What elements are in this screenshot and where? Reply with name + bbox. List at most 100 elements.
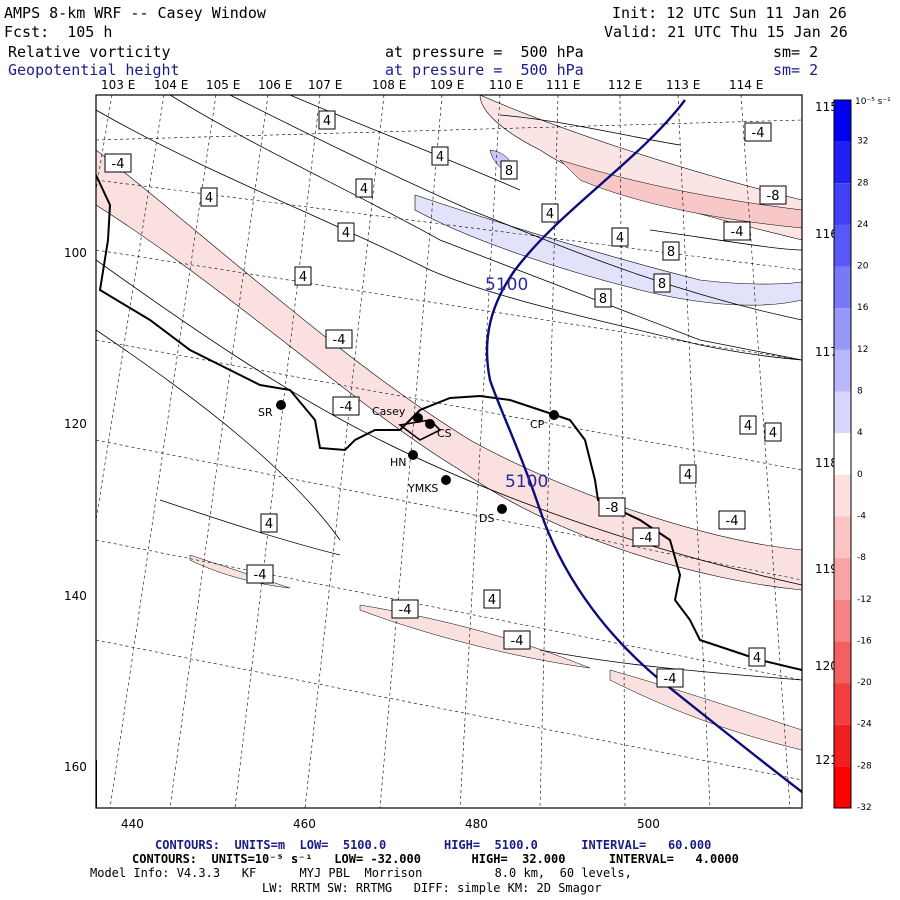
colorbar-tick-label: 8: [857, 387, 863, 397]
colorbar-tick-label: 16: [857, 303, 869, 313]
lon-label: 112 E: [608, 78, 643, 92]
map-title: AMPS 8-km WRF -- Casey Window: [4, 4, 266, 22]
station-dot: [441, 475, 451, 485]
colorbar-tick-label: -24: [857, 720, 872, 730]
colorbar-tick-label: -20: [857, 678, 872, 688]
contour-label-box: 4: [431, 146, 449, 166]
colorbar-swatch: [834, 433, 851, 475]
contour-label-box: 4: [764, 422, 782, 442]
contour-label-box: -4: [503, 630, 531, 650]
svg-text:4: 4: [753, 651, 761, 666]
lon-label: 114 E: [729, 78, 764, 92]
svg-text:4: 4: [684, 468, 692, 483]
colorbar-swatch: [834, 641, 851, 684]
vorticity-labels: 4 4 4 4 4 4 4 4 4 4 4 4 4 4 -4 -4 -4 -4 …: [104, 110, 787, 688]
colorbar-tick-label: 24: [857, 220, 869, 230]
map-layers: [96, 95, 802, 808]
station-label: YMKS: [407, 482, 438, 495]
contour-label-box: 4: [483, 589, 501, 609]
y-tick: 140: [64, 589, 87, 603]
colorbar-swatch: [834, 349, 851, 392]
svg-text:-4: -4: [731, 225, 744, 240]
colorbar-swatch: [834, 599, 851, 642]
lon-label: 104 E: [154, 78, 189, 92]
svg-text:-4: -4: [112, 157, 125, 172]
svg-text:4: 4: [616, 231, 624, 246]
svg-text:-4: -4: [399, 603, 412, 618]
colorbar-swatch: [834, 308, 851, 350]
station-markers: SR Casey CS HN YMKS CP DS: [258, 400, 559, 525]
colorbar-swatch: [834, 724, 851, 767]
svg-text:-4: -4: [333, 333, 346, 348]
contour-label-box: -4: [325, 329, 353, 349]
contour-label-box: -8: [598, 497, 626, 517]
colorbar-swatch: [834, 683, 851, 725]
svg-text:4: 4: [299, 270, 307, 285]
colorbar-tick-label: 32: [857, 137, 868, 147]
colorbar-tick-label: -4: [857, 511, 866, 521]
station-dot: [497, 504, 507, 514]
x-tick: 480: [465, 817, 488, 831]
contour-label-box: -8: [759, 185, 787, 205]
colorbar-swatch: [834, 100, 851, 142]
positive-vorticity-band: [609, 669, 802, 751]
colorbar-tick-label: -32: [857, 803, 872, 813]
lon-label: 105 E: [206, 78, 241, 92]
svg-text:4: 4: [744, 419, 752, 434]
svg-text:-4: -4: [340, 400, 353, 415]
colorbar-swatch: [834, 558, 851, 600]
colorbar-tick-label: -8: [857, 553, 866, 563]
positive-vorticity-band: [189, 554, 291, 589]
colorbar-swatch: [834, 224, 851, 267]
lon-label: 111 E: [546, 78, 581, 92]
svg-text:4: 4: [323, 114, 331, 129]
positive-vorticity-band: [359, 604, 591, 669]
field1-pressure: at pressure = 500 hPa: [385, 43, 584, 61]
colorbar-tick-label: 0: [857, 470, 863, 480]
colorbar: 32 28 24 20 16 12 8 4 0 -4 -8 -12 -16 -20 -24 -28 -32: [833, 99, 872, 813]
contour-label-box: 4: [294, 266, 312, 286]
axis-ticks: 440 460 480 500 100 120 140 160: [64, 246, 660, 831]
field2-smoothing: sm= 2: [773, 61, 819, 79]
coastline: [96, 174, 802, 671]
colorbar-tick-label: 20: [857, 262, 869, 272]
station-label: SR: [258, 406, 273, 419]
contour-label-box: 4: [739, 415, 757, 435]
y-tick: 160: [64, 760, 87, 774]
contour-label-box: -4: [104, 153, 132, 173]
station-dot: [413, 413, 423, 423]
lon-label: 106 E: [258, 78, 293, 92]
height-label: 5100: [485, 275, 528, 295]
contour-label-box: -4: [246, 564, 274, 584]
lon-label: 113 E: [666, 78, 701, 92]
colorbar-tick-label: 28: [857, 178, 869, 188]
svg-text:4: 4: [436, 150, 444, 165]
colorbar-tick-label: 12: [857, 345, 868, 355]
svg-text:4: 4: [488, 593, 496, 608]
positive-vorticity-band: [559, 159, 802, 229]
y-tick: 120: [64, 417, 87, 431]
colorbar-swatch: [834, 141, 851, 184]
contour-label-box: 8: [662, 241, 680, 261]
svg-text:4: 4: [205, 191, 213, 206]
contour-label-box: -4: [656, 668, 684, 688]
forecast-hour: Fcst: 105 h: [4, 23, 113, 41]
contour-label-box: 4: [679, 464, 697, 484]
station-dot: [549, 410, 559, 420]
x-tick: 500: [637, 817, 660, 831]
svg-text:4: 4: [342, 226, 350, 241]
station-dot: [408, 450, 418, 460]
svg-text:4: 4: [360, 182, 368, 197]
contour-label-box: 4: [748, 647, 766, 667]
lon-label: 108 E: [372, 78, 407, 92]
colorbar-swatch: [834, 266, 851, 309]
lon-label: 107 E: [308, 78, 343, 92]
colorbar-tick-label: -16: [857, 636, 872, 646]
contour-label-box: -4: [744, 122, 772, 142]
height-label: 5100: [505, 472, 548, 492]
colorbar-swatch: [834, 516, 851, 559]
svg-text:-4: -4: [511, 634, 524, 649]
svg-text:4: 4: [546, 207, 554, 222]
svg-text:-4: -4: [726, 514, 739, 529]
contour-label-box: -4: [723, 221, 751, 241]
